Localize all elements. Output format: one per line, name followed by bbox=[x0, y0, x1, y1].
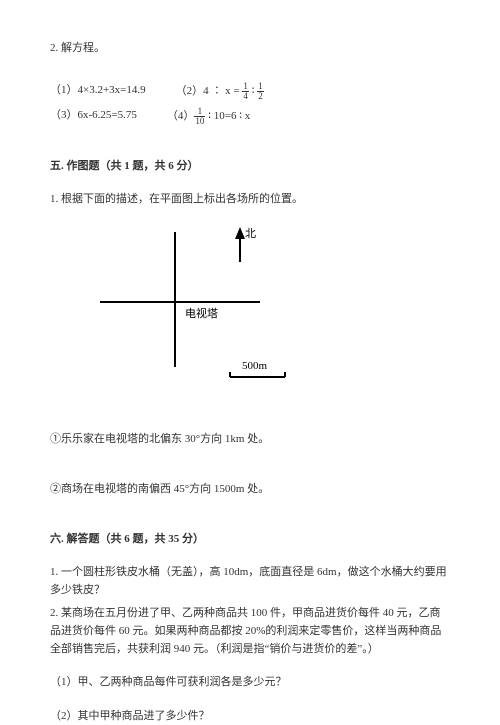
eq-3: （3）6x-6.25=5.75 bbox=[50, 107, 137, 126]
section-5-point-1: ①乐乐家在电视塔的北偏东 30°方向 1km 处。 bbox=[50, 431, 450, 449]
equation-row-1: （1）4×3.2+3x=14.9 （2）4 ∶ x = 14 ∶ 12 bbox=[50, 82, 450, 101]
eq-2-text-a: （2）4 ∶ x = bbox=[176, 85, 243, 97]
eq-2-frac-2: 12 bbox=[257, 82, 264, 101]
section-6-q2: 2. 某商场在五月份进了甲、乙两种商品共 100 件，甲商品进货价每件 40 元… bbox=[50, 605, 450, 658]
north-label: 北 bbox=[245, 227, 256, 240]
eq-4-text-b: ∶ 10=6 ∶ x bbox=[205, 110, 250, 122]
section-5-q1: 1. 根据下面的描述，在平面图上标出各场所的位置。 bbox=[50, 191, 450, 209]
eq-4-text-a: （4） bbox=[167, 110, 195, 122]
eq-2: （2）4 ∶ x = 14 ∶ 12 bbox=[176, 82, 264, 101]
section-5-point-2: ②商场在电视塔的南偏西 45°方向 1500m 处。 bbox=[50, 481, 450, 499]
scale-label: 500m bbox=[242, 360, 268, 372]
section-6-title: 六. 解答题（共 6 题，共 35 分） bbox=[50, 531, 450, 549]
section-6-q2a: （1）甲、乙两种商品每件可获利润各是多少元？ bbox=[50, 674, 450, 692]
eq-4: （4）110 ∶ 10=6 ∶ x bbox=[167, 107, 250, 126]
equation-row-2: （3）6x-6.25=5.75 （4）110 ∶ 10=6 ∶ x bbox=[50, 107, 450, 126]
section-6-q2b: （2）其中甲种商品进了多少件？ bbox=[50, 708, 450, 725]
eq-1: （1）4×3.2+3x=14.9 bbox=[50, 82, 146, 101]
eq-4-frac-1: 110 bbox=[194, 107, 205, 126]
tower-label: 电视塔 bbox=[185, 306, 218, 320]
compass-svg: 北 电视塔 500m bbox=[90, 217, 330, 407]
compass-diagram: 北 电视塔 500m bbox=[90, 217, 450, 414]
section-5-title: 五. 作图题（共 1 题，共 6 分） bbox=[50, 158, 450, 176]
section-6-q1: 1. 一个圆柱形铁皮水桶（无盖），高 10dm，底面直径是 6dm，做这个水桶大… bbox=[50, 564, 450, 599]
q2-title: 2. 解方程。 bbox=[50, 40, 450, 58]
eq-2-text-b: ∶ bbox=[249, 85, 257, 97]
